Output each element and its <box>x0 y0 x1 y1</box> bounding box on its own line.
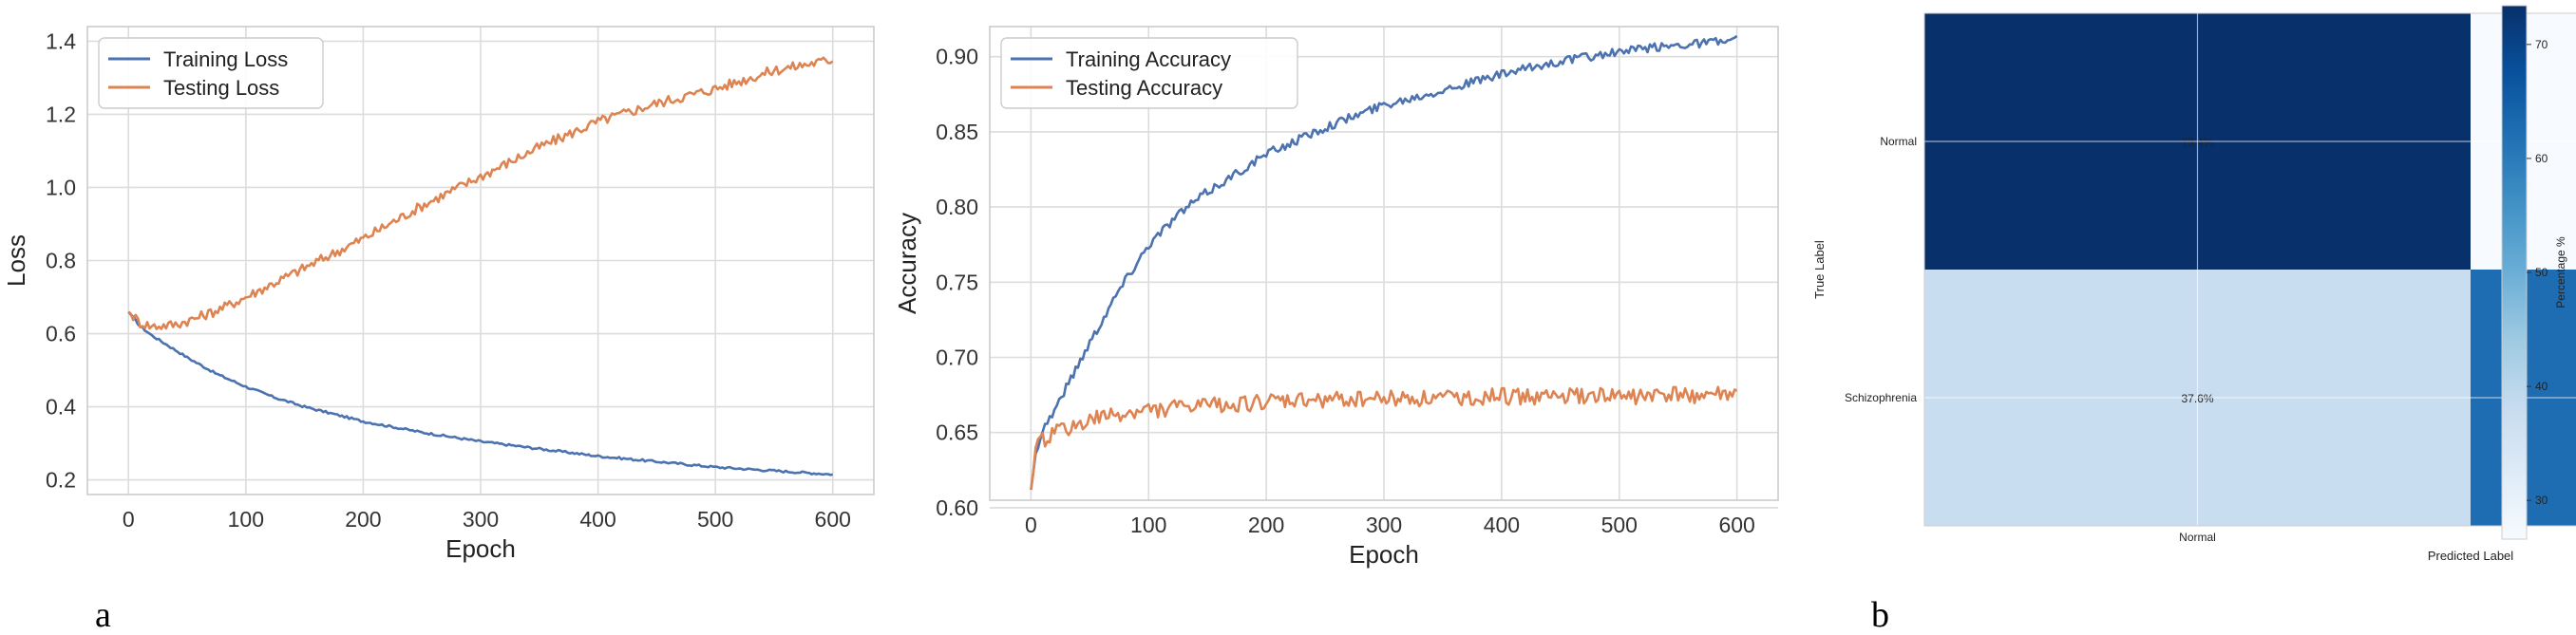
grid-lines <box>87 27 874 495</box>
y-tick-label: 1.2 <box>46 102 76 126</box>
col-label: Normal <box>2179 531 2216 544</box>
x-tick-label: 300 <box>463 507 499 532</box>
series-line-testing-accuracy <box>1030 385 1738 491</box>
y-tick-label: 1.4 <box>46 28 76 53</box>
panel-label-b: b <box>1871 595 1889 635</box>
colorbar: 30 40 50 60 70 Percentage % <box>2501 5 2567 540</box>
y-axis-label: Accuracy <box>893 213 921 314</box>
plot-frame <box>86 26 875 495</box>
y-tick-label: 0.70 <box>936 346 978 370</box>
x-tick-label: 200 <box>1248 513 1284 537</box>
x-tick-label: 600 <box>815 507 851 532</box>
x-tick-label: 500 <box>1601 513 1638 537</box>
y-tick-label: 0.65 <box>936 420 978 445</box>
series-line-training-loss <box>127 310 834 476</box>
legend-box <box>1000 37 1298 109</box>
y-tick-label: 0.4 <box>46 395 76 420</box>
series-line-training-accuracy <box>1030 34 1738 491</box>
cm-frame <box>1923 12 2576 527</box>
y-tick-label: 0.80 <box>936 195 978 219</box>
x-tick-label: 100 <box>1130 513 1166 537</box>
colorbar-tick-label: 60 <box>2535 152 2548 165</box>
x-axis-label: Epoch <box>445 534 516 563</box>
y-axis-label: Loss <box>2 234 30 287</box>
legend: Training Loss Testing Loss <box>98 37 324 109</box>
row-label: Schizophrenia <box>1845 391 1917 404</box>
x-axis-label: Predicted Label <box>2428 549 2513 563</box>
legend-box <box>98 37 324 109</box>
legend-label: Training Loss <box>163 47 288 71</box>
legend-label: Testing Loss <box>163 76 279 100</box>
x-tick-label: 400 <box>579 507 616 532</box>
y-tick-label: 1.0 <box>46 175 76 199</box>
legend-label: Testing Accuracy <box>1066 76 1222 100</box>
series-line-testing-loss <box>127 56 834 330</box>
x-axis-label: Epoch <box>1349 540 1419 569</box>
x-tick-label: 0 <box>123 507 135 532</box>
colorbar-tick-label: 40 <box>2535 380 2548 393</box>
y-tick-label: 0.8 <box>46 249 76 273</box>
y-tick-label: 0.6 <box>46 322 76 346</box>
panel-label-a: a <box>95 595 111 635</box>
x-tick-label: 600 <box>1718 513 1754 537</box>
y-tick-label: 0.60 <box>936 495 978 520</box>
colorbar-tick-label: 50 <box>2535 266 2548 279</box>
y-tick-label: 0.85 <box>936 120 978 144</box>
colorbar-tick-label: 70 <box>2535 38 2548 51</box>
line-chart-loss: 0 100 200 300 400 500 600 0.2 0.4 0.6 0.8 1.0 1.2 1.4… <box>2 26 875 563</box>
x-tick-label: 0 <box>1025 513 1037 537</box>
legend: Training Accuracy Testing Accuracy <box>1000 37 1298 109</box>
x-tick-label: 300 <box>1366 513 1402 537</box>
line-chart-accuracy: 0 100 200 300 400 500 600 0.60 0.65 0.70 0.75 0.80 0… <box>893 26 1779 569</box>
x-tick-label: 500 <box>697 507 733 532</box>
confusion-matrix: 73.4%26.6%37.6%62.4%NormalSchizophreniaN… <box>1812 5 2576 563</box>
x-tick-label: 200 <box>345 507 381 532</box>
x-tick-label: 400 <box>1484 513 1520 537</box>
legend-label: Training Accuracy <box>1066 47 1231 71</box>
y-axis-label: True Label <box>1812 240 1827 299</box>
x-tick-label: 100 <box>228 507 264 532</box>
y-tick-label: 0.2 <box>46 468 76 493</box>
plot-frame <box>989 26 1779 501</box>
colorbar-bar <box>2501 5 2528 540</box>
y-tick-label: 0.75 <box>936 270 978 294</box>
colorbar-tick-label: 30 <box>2535 494 2548 507</box>
y-tick-label: 0.90 <box>936 45 978 69</box>
row-label: Normal <box>1880 135 1917 148</box>
colorbar-label: Percentage % <box>2554 236 2567 308</box>
